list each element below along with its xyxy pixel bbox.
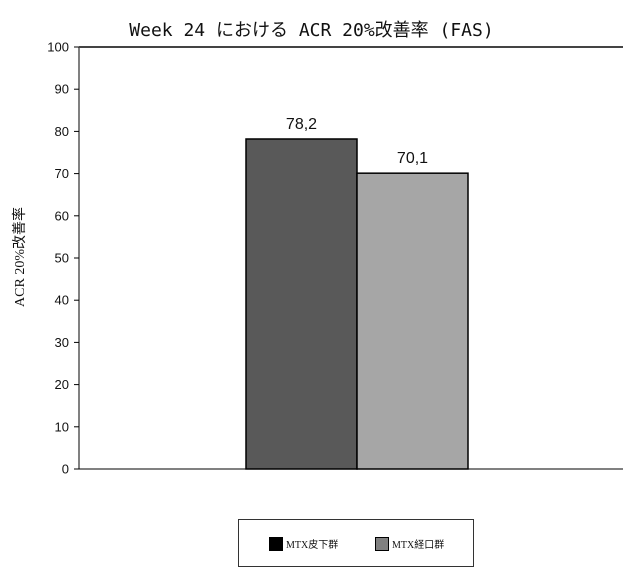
legend-swatch-mtx-oral (375, 536, 389, 551)
bar-1 (356, 172, 469, 470)
y-tick-label: 0 (62, 462, 69, 477)
y-tick-label: 70 (55, 166, 69, 181)
legend-swatch-mtx-sc (269, 536, 283, 551)
y-tick-label: 80 (55, 124, 69, 139)
y-tick-label: 60 (55, 208, 69, 223)
bar-0 (245, 138, 358, 470)
y-axis-label: ACR 20%改善率 (11, 207, 28, 307)
y-tick-label: 10 (55, 419, 69, 434)
y-tick-label: 100 (47, 40, 69, 55)
legend-item-mtx-sc: MTX皮下群 (269, 536, 338, 551)
y-tick-label: 40 (55, 293, 69, 308)
y-tick-label: 50 (55, 251, 69, 266)
y-tick-label: 90 (55, 82, 69, 97)
y-tick-label: 30 (55, 335, 69, 350)
y-ticks: 0 10 20 30 40 50 60 70 80 90 100 (47, 40, 79, 477)
legend-label-mtx-oral: MTX経口群 (392, 540, 445, 551)
bar-value-label-1: 70,1 (397, 150, 428, 167)
y-tick-label: 20 (55, 377, 69, 392)
bar-chart: ACR 20%改善率 0 10 20 30 40 50 60 70 80 90 100 78,2 70… (11, 40, 623, 477)
chart-title: Week 24 における ACR 20%改善率 (FAS) (129, 20, 494, 41)
legend-item-mtx-oral: MTX経口群 (375, 536, 444, 551)
bar-value-label-0: 78,2 (286, 116, 317, 133)
legend: MTX皮下群 MTX経口群 (238, 519, 474, 567)
bars: 78,2 70,1 (245, 116, 469, 470)
legend-label-mtx-sc: MTX皮下群 (286, 540, 339, 551)
